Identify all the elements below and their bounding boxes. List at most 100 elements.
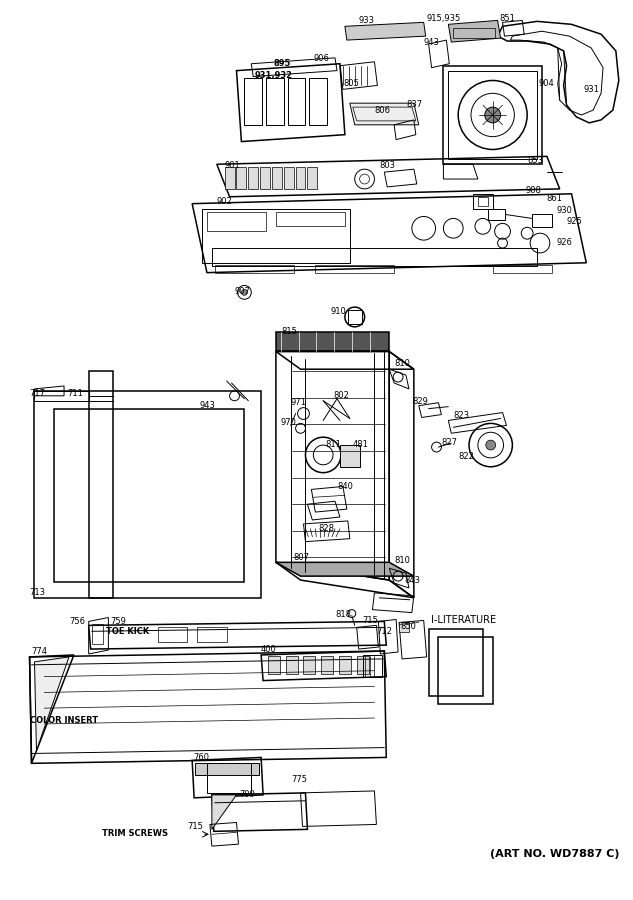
Polygon shape — [350, 104, 419, 125]
Text: 802: 802 — [333, 391, 349, 400]
Text: 904: 904 — [538, 78, 554, 87]
Text: 902: 902 — [216, 197, 232, 206]
Bar — [357, 656, 368, 674]
Text: 709: 709 — [239, 790, 255, 799]
Text: 925: 925 — [567, 218, 582, 227]
Text: COLOR INSERT: COLOR INSERT — [30, 716, 97, 725]
Text: 400: 400 — [261, 645, 277, 654]
Text: 717: 717 — [30, 389, 46, 398]
Text: 712: 712 — [377, 627, 392, 636]
Polygon shape — [34, 657, 69, 751]
Bar — [348, 310, 361, 324]
Bar — [492, 265, 552, 273]
Bar — [296, 167, 306, 189]
Text: 907: 907 — [234, 287, 251, 296]
Text: 822: 822 — [458, 452, 474, 461]
Text: 715: 715 — [363, 616, 379, 625]
Text: 823: 823 — [453, 410, 469, 419]
Text: 810: 810 — [394, 556, 410, 565]
Text: 711: 711 — [67, 389, 83, 398]
Text: 908: 908 — [525, 186, 541, 195]
Bar — [340, 446, 360, 467]
Text: 840: 840 — [337, 482, 353, 490]
Bar — [284, 167, 294, 189]
Polygon shape — [399, 623, 409, 633]
Text: 933: 933 — [359, 16, 375, 25]
Bar — [244, 77, 262, 125]
Bar — [532, 213, 552, 228]
Bar — [303, 656, 315, 674]
Text: 930: 930 — [557, 205, 573, 214]
Text: 970: 970 — [281, 418, 297, 427]
Bar — [453, 28, 494, 38]
Text: 851: 851 — [499, 14, 515, 23]
Text: 971: 971 — [291, 398, 306, 407]
Bar — [207, 212, 266, 231]
Text: 828: 828 — [318, 524, 334, 533]
Bar — [272, 167, 282, 189]
Bar — [473, 194, 492, 209]
Text: 861: 861 — [547, 194, 563, 202]
Text: 756: 756 — [69, 616, 85, 625]
Text: 837: 837 — [406, 100, 422, 109]
Text: 910: 910 — [330, 307, 346, 316]
Bar — [288, 77, 306, 125]
Bar — [310, 77, 327, 125]
Bar — [197, 627, 227, 642]
Bar — [92, 625, 103, 644]
Circle shape — [486, 440, 496, 450]
Text: 915,935: 915,935 — [427, 14, 461, 23]
Text: 926: 926 — [557, 238, 573, 248]
Polygon shape — [276, 332, 389, 352]
Text: 895: 895 — [274, 58, 291, 68]
Text: TRIM SCREWS: TRIM SCREWS — [101, 830, 168, 839]
Text: 807: 807 — [294, 554, 310, 562]
Text: 931: 931 — [584, 86, 599, 94]
Text: TOE KICK: TOE KICK — [106, 627, 149, 636]
Text: (ART NO. WD7887 C): (ART NO. WD7887 C) — [490, 849, 620, 859]
Bar — [439, 637, 492, 704]
Text: 811: 811 — [325, 440, 341, 449]
Polygon shape — [212, 795, 237, 830]
Text: 853: 853 — [527, 157, 543, 166]
Bar — [448, 70, 537, 159]
Text: 943: 943 — [199, 400, 215, 410]
Bar — [212, 248, 537, 266]
Text: 943: 943 — [423, 38, 439, 47]
Text: 713: 713 — [30, 588, 46, 597]
Text: 827: 827 — [441, 438, 458, 447]
Bar — [248, 167, 258, 189]
Polygon shape — [276, 562, 414, 576]
Text: I-LITERATURE: I-LITERATURE — [430, 616, 496, 625]
Bar — [225, 167, 234, 189]
Text: 829: 829 — [412, 397, 428, 406]
Text: 906: 906 — [313, 54, 329, 63]
Circle shape — [241, 290, 248, 295]
Bar — [429, 629, 483, 697]
Text: 481: 481 — [353, 440, 368, 449]
Text: 810: 810 — [394, 359, 410, 368]
Polygon shape — [448, 21, 501, 42]
Bar — [202, 209, 350, 263]
Text: 715: 715 — [187, 823, 203, 832]
Text: 901: 901 — [225, 161, 241, 170]
Text: 815: 815 — [282, 327, 298, 336]
Bar — [268, 656, 280, 674]
Text: 775: 775 — [292, 775, 308, 784]
Bar — [285, 656, 298, 674]
Text: 803: 803 — [379, 161, 396, 170]
Text: 759: 759 — [110, 616, 126, 625]
Text: 850: 850 — [400, 623, 416, 632]
Bar — [443, 66, 542, 164]
Bar — [260, 167, 270, 189]
Bar — [195, 763, 259, 775]
Bar — [266, 77, 284, 125]
Text: 774: 774 — [32, 647, 47, 656]
Text: 760: 760 — [193, 752, 209, 761]
Bar — [478, 197, 488, 205]
Bar — [308, 167, 317, 189]
Bar — [339, 656, 351, 674]
Bar — [276, 212, 345, 226]
Text: 806: 806 — [375, 106, 391, 115]
Bar — [215, 265, 294, 273]
